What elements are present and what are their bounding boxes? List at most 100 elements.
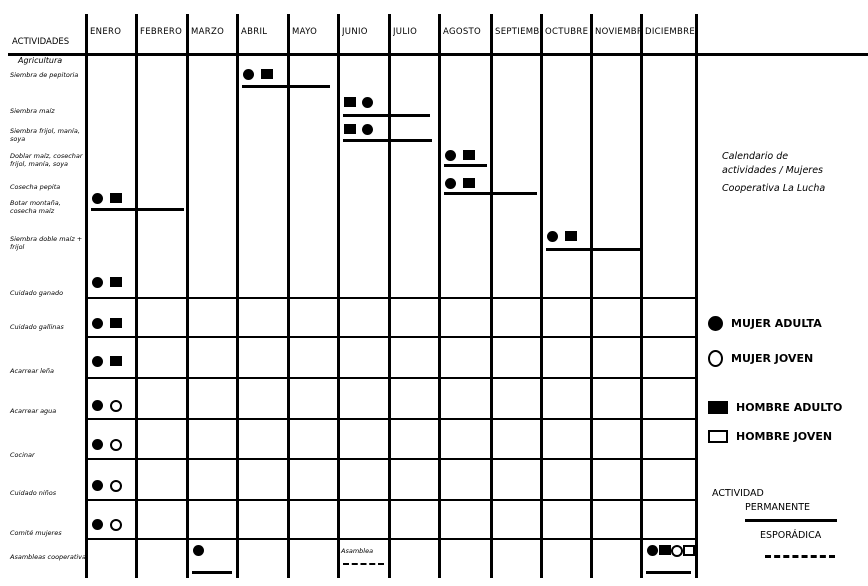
grid-column-line: [540, 14, 543, 578]
solid-duration-line: [646, 571, 691, 574]
month-header: DICIEMBRE: [645, 27, 695, 37]
grid-column-line: [388, 14, 391, 578]
activity-label: Cuidado ganado: [10, 289, 64, 297]
solid-duration-line: [91, 208, 184, 211]
solid-duration-line: [242, 85, 330, 88]
hombre-adulto-icon: [565, 231, 577, 241]
hombre-adulto-icon: [708, 401, 728, 414]
solid-duration-line: [444, 192, 537, 195]
mujer-adulta-icon: [92, 318, 103, 329]
hombre-adulto-icon: [344, 97, 356, 107]
duration-sporadic-label: ESPORÁDICA: [760, 530, 822, 541]
legend-item: HOMBRE JOVEN: [708, 430, 832, 443]
title-line: actividades / Mujeres: [722, 165, 823, 176]
legend-label: MUJER JOVEN: [731, 352, 814, 365]
activity-label: Siembra frijol, manía, soya: [10, 127, 80, 143]
mujer-adulta-icon: [243, 69, 254, 80]
legend-label: HOMBRE ADULTO: [736, 401, 843, 414]
grid-column-line: [590, 14, 593, 578]
activity-label: Siembra doble maíz + frijol: [10, 235, 83, 251]
hombre-adulto-icon: [110, 193, 122, 203]
title-line: Calendario de: [722, 151, 789, 162]
month-header: MAYO: [292, 27, 318, 37]
grid-row-line: [86, 377, 698, 379]
grid-column-line: [640, 14, 643, 578]
mujer-adulta-icon: [92, 277, 103, 288]
grid-column-line: [186, 14, 189, 578]
activity-label: Comité mujeres: [10, 529, 62, 537]
mujer-joven-icon: [110, 480, 122, 492]
hombre-adulto-icon: [110, 277, 122, 287]
hombre-adulto-icon: [659, 545, 671, 555]
mujer-adulta-icon: [647, 545, 658, 556]
activity-label: Siembra maíz: [10, 107, 55, 115]
mujer-adulta-icon: [92, 193, 103, 204]
legend-label: MUJER ADULTA: [731, 317, 822, 330]
activity-label: Cuidado gallinas: [10, 323, 64, 331]
mujer-adulta-icon: [92, 519, 103, 530]
mujer-adulta-icon: [445, 150, 456, 161]
legend-label: HOMBRE JOVEN: [736, 430, 833, 443]
activity-label: Doblar maíz, cosechar frijol, manía, soy…: [10, 152, 83, 168]
activity-label: Botar montaña, cosecha maíz: [10, 199, 61, 215]
grid-column-line: [135, 14, 138, 578]
hombre-adulto-icon: [463, 178, 475, 188]
solid-duration-line: [343, 114, 430, 117]
mujer-joven-icon: [708, 350, 723, 367]
hombre-adulto-icon: [463, 150, 475, 160]
month-header: SEPTIEMBRE: [495, 27, 540, 37]
activity-label: Siembra de pepitoria: [10, 71, 79, 79]
month-header: FEBRERO: [140, 27, 183, 37]
activity-label: Cocinar: [10, 451, 35, 459]
activity-label: Cuidado niños: [10, 489, 57, 497]
grid-row-line: [86, 418, 698, 420]
grid-column-line: [695, 14, 698, 578]
mujer-adulta-icon: [547, 231, 558, 242]
grid-column-line: [438, 14, 441, 578]
hombre-joven-icon: [683, 545, 695, 556]
mujer-joven-icon: [110, 519, 122, 531]
header-divider: [8, 53, 868, 56]
activity-label: Asambleas cooperativa: [10, 553, 87, 561]
month-header: JULIO: [393, 27, 418, 37]
solid-duration-line: [546, 248, 641, 251]
grid-row-line: [86, 336, 698, 338]
mujer-adulta-icon: [92, 480, 103, 491]
month-header: JUNIO: [342, 27, 368, 37]
grid-row-line: [86, 458, 698, 460]
mujer-joven-icon: [110, 439, 122, 451]
hombre-joven-icon: [708, 430, 728, 443]
grid-column-line: [287, 14, 290, 578]
month-header: AGOSTO: [443, 27, 482, 37]
permanent-line-sample: [745, 519, 837, 522]
grid-column-line: [490, 14, 493, 578]
solid-duration-line: [444, 164, 487, 167]
activity-label: Agricultura: [18, 56, 63, 65]
solid-duration-line: [192, 571, 232, 574]
grid-row-line: [86, 499, 698, 501]
mujer-adulta-icon: [445, 178, 456, 189]
hombre-adulto-icon: [261, 69, 273, 79]
calendar-title: Calendario de actividades / Mujeres Coop…: [722, 150, 825, 196]
activity-label: Acarrear agua: [10, 407, 57, 415]
grid-column-line: [85, 14, 88, 578]
grid-row-line: [86, 538, 698, 540]
mujer-adulta-icon: [708, 316, 723, 331]
mujer-adulta-icon: [362, 124, 373, 135]
mujer-joven-icon: [110, 400, 122, 412]
month-header: OCTUBRE: [545, 27, 589, 37]
entry-label: Asamblea: [341, 547, 374, 555]
month-header: ABRIL: [241, 27, 268, 37]
grid-row-line: [86, 297, 698, 299]
mujer-adulta-icon: [92, 356, 103, 367]
month-header: MARZO: [191, 27, 225, 37]
activities-header: ACTIVIDADES: [12, 37, 70, 47]
dashed-duration-line: [343, 563, 384, 565]
grid-column-line: [236, 14, 239, 578]
grid-column-line: [337, 14, 340, 578]
mujer-adulta-icon: [362, 97, 373, 108]
mujer-adulta-icon: [193, 545, 204, 556]
mujer-adulta-icon: [92, 400, 103, 411]
hombre-adulto-icon: [344, 124, 356, 134]
